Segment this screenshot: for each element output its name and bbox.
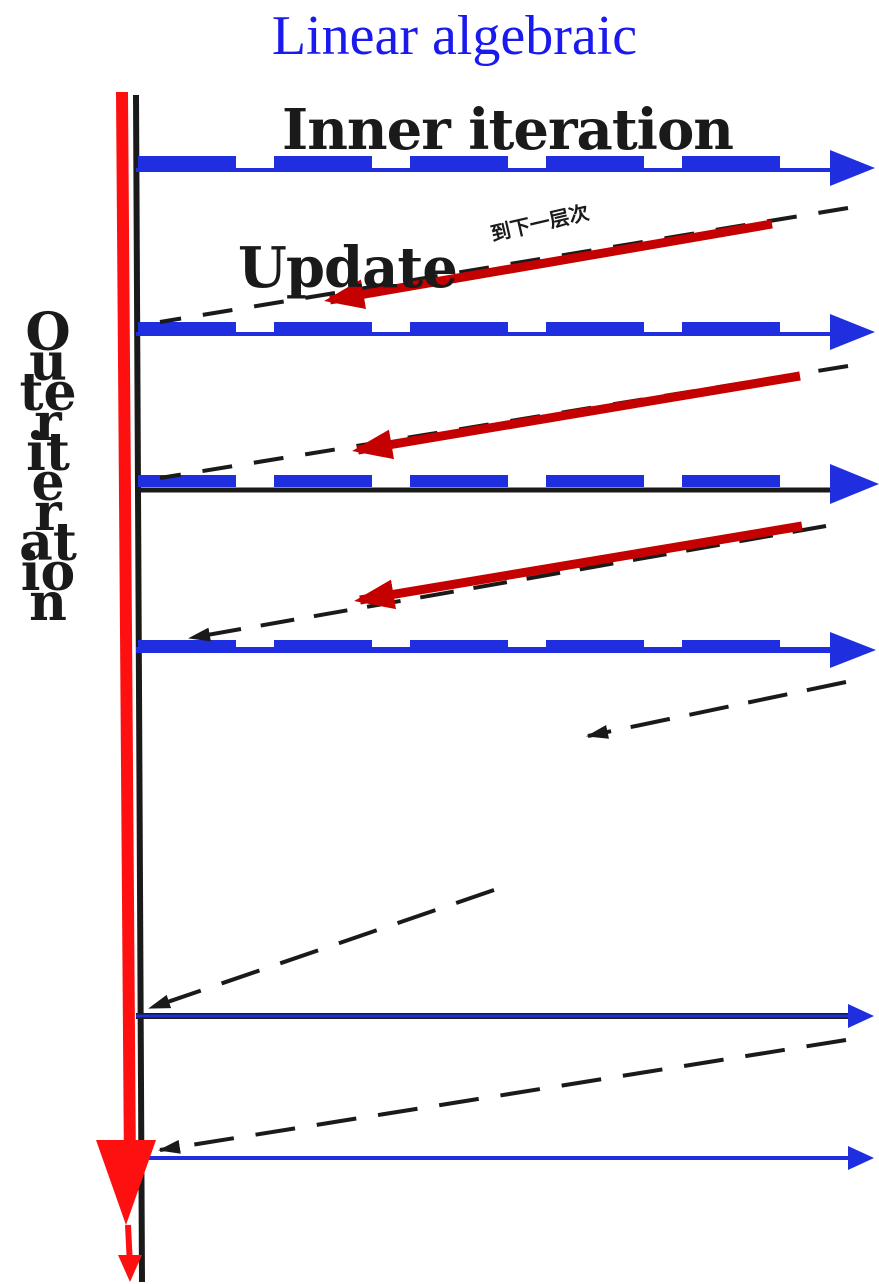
inner-arrow-4 <box>136 632 876 668</box>
red-update-arrow-3 <box>354 521 803 610</box>
outer-iteration-label: Outer iteration <box>19 302 77 633</box>
diagram-title: Linear algebraic <box>271 5 638 67</box>
update-dashed-arrow-5 <box>148 888 495 1010</box>
red-update-arrow-2 <box>352 371 801 460</box>
inner-arrow-5 <box>136 1004 874 1028</box>
update-dashed-arrow-4 <box>586 680 847 739</box>
red-update-arrow-1 <box>324 219 773 310</box>
update-dashed-arrow-6 <box>158 1038 847 1154</box>
update-label: Update <box>238 235 458 301</box>
inner-arrow-3 <box>136 464 879 504</box>
inner-arrow-2 <box>136 314 875 350</box>
inner-arrow-1 <box>136 150 875 186</box>
inner-arrow-6 <box>136 1146 874 1170</box>
black-axis-line <box>133 94 145 1283</box>
update-dashed-arrow-3 <box>188 524 827 642</box>
inner-iteration-label: Inner iteration <box>282 97 734 163</box>
outer-iteration-axis <box>96 92 156 1282</box>
